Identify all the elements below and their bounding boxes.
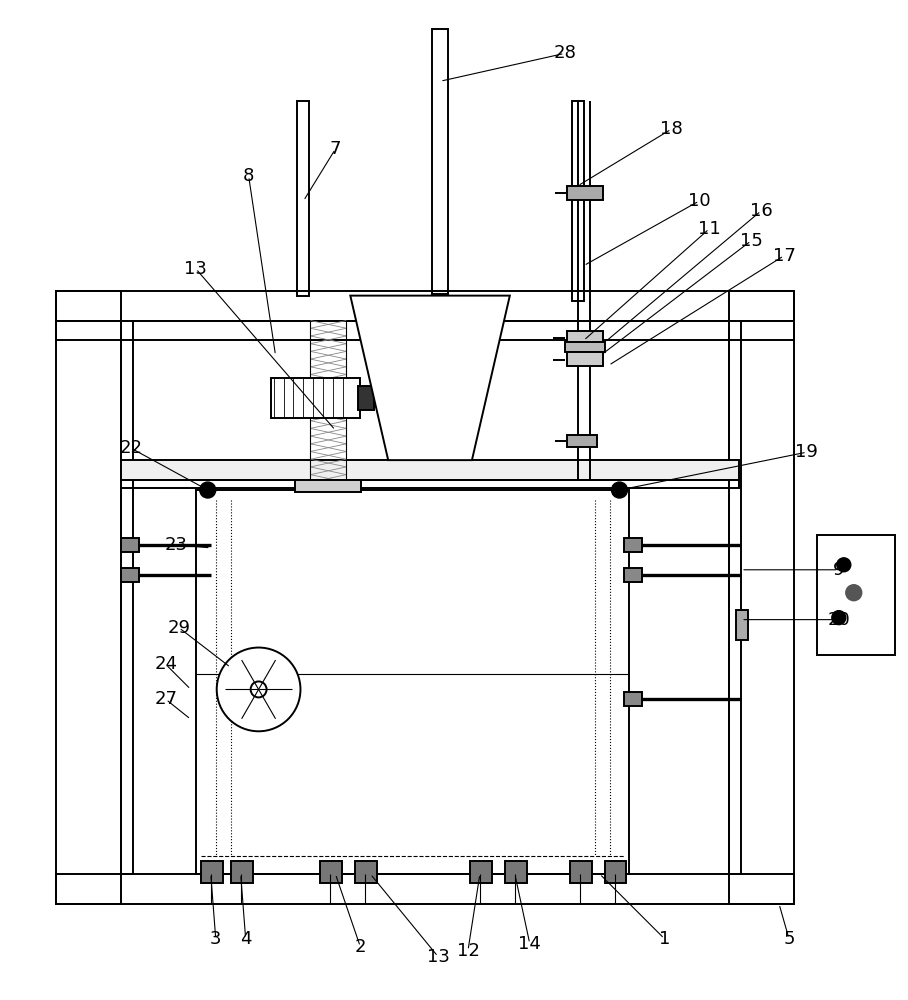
Bar bbox=[56, 321, 794, 340]
Text: 20: 20 bbox=[827, 611, 850, 629]
Circle shape bbox=[251, 681, 267, 697]
Circle shape bbox=[845, 585, 862, 601]
Bar bbox=[121, 460, 739, 480]
Text: 7: 7 bbox=[330, 140, 341, 158]
Bar bbox=[56, 291, 794, 321]
Text: 13: 13 bbox=[427, 948, 449, 966]
Text: 13: 13 bbox=[184, 260, 207, 278]
Text: 8: 8 bbox=[243, 167, 254, 185]
Bar bbox=[567, 186, 603, 200]
Text: 29: 29 bbox=[167, 619, 191, 637]
Bar bbox=[321, 861, 342, 883]
Bar bbox=[355, 861, 377, 883]
Text: 9: 9 bbox=[833, 561, 844, 579]
Text: 11: 11 bbox=[698, 220, 721, 238]
Bar bbox=[625, 538, 643, 552]
Bar bbox=[505, 861, 527, 883]
Bar bbox=[470, 861, 492, 883]
Bar bbox=[729, 321, 741, 874]
Bar bbox=[567, 435, 597, 447]
Bar bbox=[729, 291, 794, 904]
Text: 5: 5 bbox=[784, 930, 794, 948]
Text: 17: 17 bbox=[773, 247, 795, 265]
Circle shape bbox=[200, 482, 216, 498]
Text: 15: 15 bbox=[740, 232, 763, 250]
Text: 3: 3 bbox=[210, 930, 222, 948]
Text: 19: 19 bbox=[795, 443, 818, 461]
Text: 27: 27 bbox=[154, 690, 177, 708]
Bar bbox=[121, 480, 739, 488]
Polygon shape bbox=[350, 296, 509, 460]
Text: 1: 1 bbox=[658, 930, 670, 948]
Bar bbox=[625, 692, 643, 706]
Bar bbox=[605, 861, 627, 883]
Circle shape bbox=[832, 611, 845, 625]
Text: 2: 2 bbox=[354, 938, 366, 956]
Bar bbox=[121, 568, 139, 582]
Bar bbox=[569, 861, 592, 883]
Bar bbox=[271, 378, 360, 418]
Bar bbox=[359, 386, 374, 410]
Text: 4: 4 bbox=[240, 930, 252, 948]
Bar bbox=[565, 342, 605, 352]
Bar bbox=[295, 480, 361, 492]
Bar bbox=[121, 321, 133, 874]
Bar bbox=[572, 101, 584, 301]
Text: 16: 16 bbox=[750, 202, 773, 220]
Text: 12: 12 bbox=[457, 942, 479, 960]
Bar bbox=[196, 490, 629, 874]
Text: 23: 23 bbox=[164, 536, 187, 554]
Bar bbox=[121, 538, 139, 552]
Text: 28: 28 bbox=[553, 44, 576, 62]
Bar bbox=[625, 568, 643, 582]
Text: 24: 24 bbox=[154, 655, 177, 673]
Text: 10: 10 bbox=[688, 192, 711, 210]
Text: 14: 14 bbox=[518, 935, 541, 953]
Bar bbox=[567, 331, 603, 344]
Bar bbox=[298, 101, 310, 296]
Bar bbox=[567, 352, 603, 366]
Bar bbox=[201, 861, 222, 883]
Bar bbox=[736, 610, 748, 640]
Circle shape bbox=[611, 482, 627, 498]
Circle shape bbox=[217, 648, 301, 731]
Text: 18: 18 bbox=[660, 120, 683, 138]
Bar bbox=[231, 861, 252, 883]
Bar bbox=[56, 874, 794, 904]
Bar bbox=[432, 29, 448, 294]
Circle shape bbox=[837, 558, 851, 572]
Bar bbox=[56, 291, 121, 904]
Text: 22: 22 bbox=[120, 439, 143, 457]
Bar bbox=[817, 535, 894, 655]
